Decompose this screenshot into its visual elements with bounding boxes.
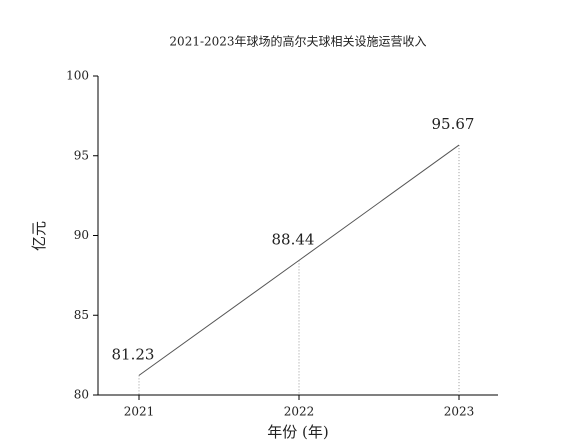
x-tick-label: 2022 [284,405,315,419]
y-tick-label: 80 [74,388,89,402]
x-tick-label: 2023 [444,405,475,419]
x-tick-label: 2021 [124,405,155,419]
y-axis-title: 亿元 [30,221,48,251]
y-tick-label: 100 [66,69,89,83]
y-tick-label: 95 [74,148,89,162]
y-tick-label: 90 [74,228,89,242]
value-label: 81.23 [112,345,155,363]
value-label: 95.67 [432,115,475,133]
line [138,144,460,376]
x-axis-title: 年份 (年) [267,423,328,441]
value-label: 88.44 [272,230,315,248]
chart-title: 2021-2023年球场的高尔夫球相关设施运营收入 [169,34,426,49]
y-tick-label: 85 [74,308,89,322]
